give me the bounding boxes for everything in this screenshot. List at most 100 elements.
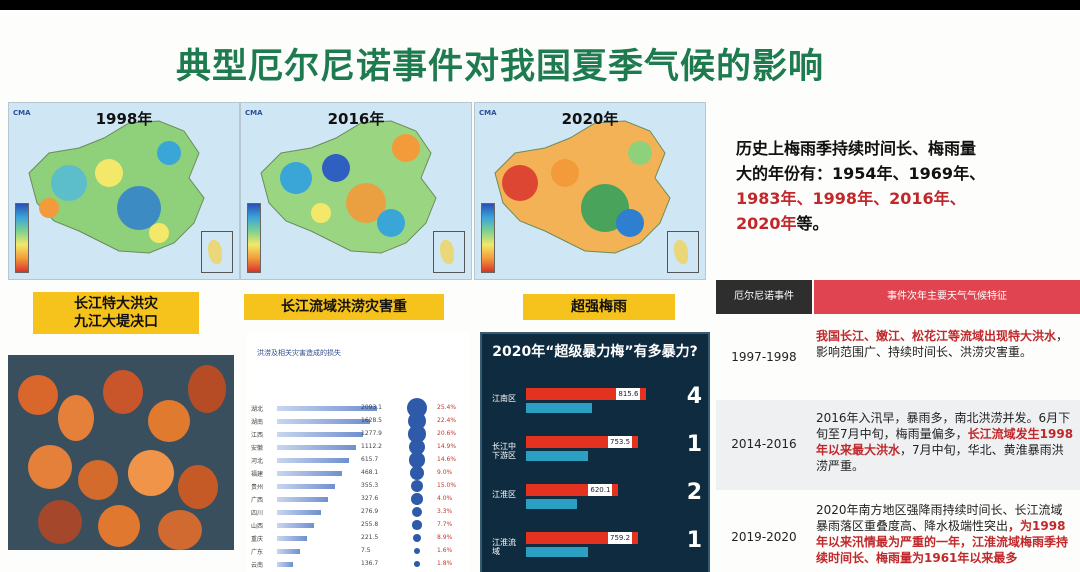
province-name: 山西 [251,523,264,530]
map-year: 2020年 [561,110,619,128]
loss-row: 广东 7.5 1.6% [251,547,465,556]
sheet-title: 洪涝及相关灾害造成的损失 [257,349,341,357]
caption-2016: 长江流域洪涝灾害重 [244,294,444,320]
loss-wedge [277,432,363,437]
region-name: 长江中下游区 [492,442,516,460]
event-year: 2014-2016 [731,437,797,451]
loss-bubble [412,520,422,530]
loss-value: 136.7 [361,560,379,567]
south-sea-inset [667,231,699,273]
region-name: 江淮流域 [492,538,516,556]
loss-row: 贵州 355.3 15.0% [251,479,465,493]
province-name: 湖南 [251,419,264,426]
rainfall-value: 620.1 [588,484,613,496]
loss-bubble [413,547,421,555]
province-name: 云南 [251,562,264,569]
event-description: 2016年入汛早，暴雨多，南北洪涝并发。6月下旬至7月中旬，梅雨量偏多，长江流域… [816,410,1074,474]
highlight-text: 长江流域发生1998年以来最大洪水 [816,427,1074,457]
province-name: 重庆 [251,536,264,543]
cma-logo: CMA [13,109,31,117]
loss-percent: 4.0% [437,495,453,502]
china-map-shape [260,120,437,254]
loss-wedge [277,536,307,541]
loss-value: 221.5 [361,534,379,541]
history-years-red: 1983年、1998年、2016年、 [736,189,966,208]
china-map-shape [494,120,671,254]
province-name: 江西 [251,432,264,439]
province-name: 广西 [251,497,264,504]
loss-row: 安徽 1112.2 14.9% [251,438,465,456]
loss-percent: 9.0% [437,469,453,476]
caption-line: 长江特大洪灾 [74,296,158,312]
history-line: 大的年份有：1954年、1969年、 [736,164,986,183]
multiplier-value: 1 [686,528,702,553]
loss-row: 广西 327.6 4.0% [251,493,465,505]
loss-row: 重庆 221.5 8.9% [251,534,465,543]
province-name: 广东 [251,549,264,556]
province-name: 福建 [251,471,264,478]
map-year: 2016年 [327,110,385,128]
loss-value: 327.6 [361,495,379,502]
loss-row: 山西 255.8 7.7% [251,520,465,530]
cma-logo: CMA [479,109,497,117]
rainfall-value: 753.5 [608,436,633,448]
normal-bar [526,451,588,461]
loss-percent: 14.6% [437,456,457,463]
loss-value: 276.9 [361,508,379,515]
highlight-text: ，为1998年以来汛情最为严重的一年，江淮流域梅雨季持续时间长、梅雨量为1961… [816,519,1069,565]
meiyu-bar-row: 江淮流域 759.2 1 [492,526,702,566]
disaster-loss-sheet: 洪涝及相关灾害造成的损失 湖北 2093.1 25.4% 湖南 1628.5 22.4% 江… [247,332,469,572]
province-name: 安徽 [251,445,264,452]
china-map-shape [28,120,205,254]
meiyu-bar-row: 江南区 815.6 4 [492,382,702,422]
table-header-feature: 事件次年主要天气气候特征 [814,280,1080,314]
loss-value: 255.8 [361,521,379,528]
province-name: 四川 [251,510,264,517]
loss-wedge [277,484,335,489]
loss-value: 355.3 [361,482,379,489]
loss-wedge [277,523,314,528]
loss-row: 湖南 1628.5 22.4% [251,411,465,431]
color-legend [481,203,495,273]
province-name: 湖北 [251,406,264,413]
table-row: 1997-1998 我国长江、嫩江、松花江等流域出现特大洪水，影响范围广、持续时间… [716,318,1080,398]
precip-map-2020: CMA 2020年 [474,102,706,280]
normal-bar [526,499,577,509]
multiplier-value: 1 [686,432,702,457]
loss-wedge [277,471,342,476]
event-year: 1997-1998 [731,350,797,364]
region-name: 江淮区 [492,490,516,499]
province-name: 河北 [251,458,264,465]
loss-percent: 1.8% [437,560,453,567]
loss-wedge [277,497,328,502]
loss-wedge [277,510,321,515]
meiyu-bar-row: 江淮区 620.1 2 [492,478,702,518]
loss-bubble [408,438,426,456]
loss-value: 615.7 [361,456,379,463]
loss-percent: 1.6% [437,547,453,554]
slide: 典型厄尔尼诺事件对我国夏季气候的影响 CMA 1998年 CMA 2016年 [0,10,1080,572]
panel-title: 2020年“超级暴力梅”有多暴力? [492,344,698,360]
multiplier-value: 4 [686,384,702,409]
loss-wedge [277,419,370,424]
loss-value: 2093.1 [361,404,382,411]
loss-percent: 3.3% [437,508,453,515]
loss-row: 福建 468.1 9.0% [251,466,465,480]
loss-percent: 15.0% [437,482,457,489]
table-row: 2014-2016 2016年入汛早，暴雨多，南北洪涝并发。6月下旬至7月中旬，梅… [716,400,1080,490]
caption-line: 九江大堤决口 [74,314,158,330]
loss-percent: 25.4% [437,404,457,411]
province-name: 贵州 [251,484,264,491]
loss-wedge [277,562,293,567]
flood-rescue-photo [8,355,234,550]
loss-percent: 7.7% [437,521,453,528]
south-sea-inset [433,231,465,273]
loss-bubble [410,466,424,480]
normal-bar [526,547,588,557]
loss-row: 湖北 2093.1 25.4% [251,398,465,418]
loss-bubble [414,561,420,567]
el-nino-events-table: 厄尔尼诺事件 事件次年主要天气气候特征 1997-1998 我国长江、嫩江、松花江… [716,280,1080,572]
caption-1998: 长江特大洪灾 九江大堤决口 [33,292,199,334]
color-legend [247,203,261,273]
precip-map-2016: CMA 2016年 [240,102,472,280]
